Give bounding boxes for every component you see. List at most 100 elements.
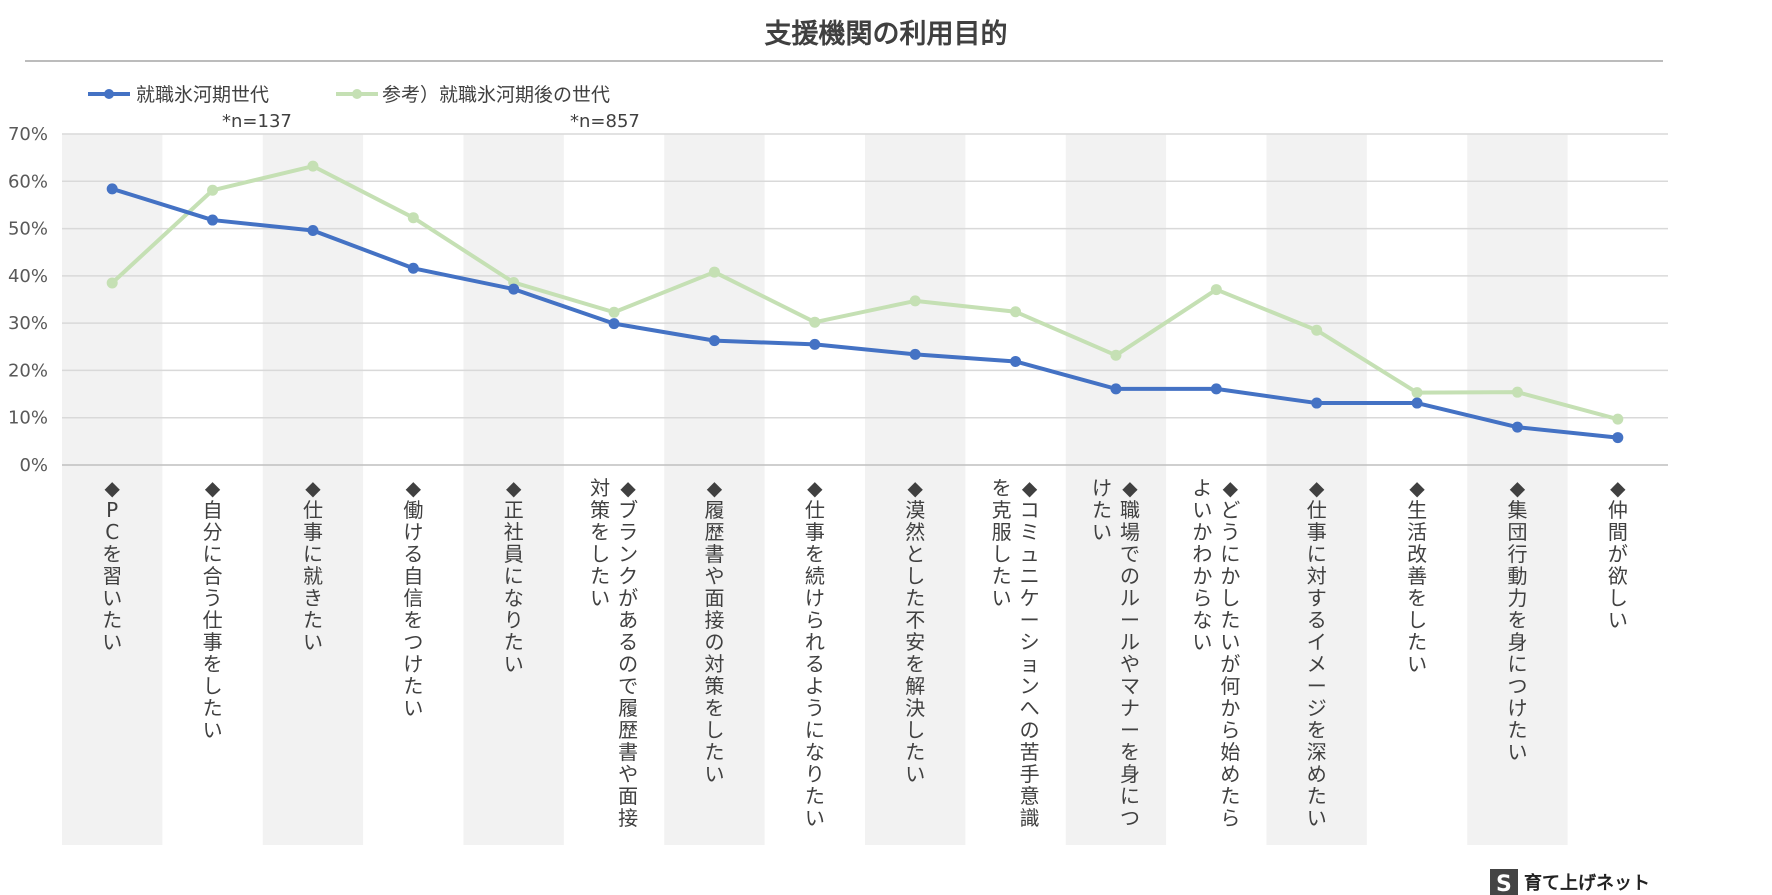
data-point-series-1 xyxy=(1010,355,1022,367)
category-label: ◆漠然とした不安を解決したい xyxy=(905,476,925,786)
category-label-line: ◆正社員になりたい xyxy=(504,476,524,676)
category-label-line: ◆どうにかしたいが何から始めたら xyxy=(1220,476,1240,830)
y-tick-label: 0% xyxy=(19,455,48,476)
category-label-line: ◆仲間が欲しい xyxy=(1608,476,1628,632)
y-tick-label: 40% xyxy=(8,266,48,287)
data-point-series-2 xyxy=(1612,413,1624,425)
category-label: ◆生活改善をしたい xyxy=(1407,476,1427,676)
data-point-series-1 xyxy=(1511,421,1523,433)
logo: S 育て上げネット xyxy=(1490,869,1650,895)
legend: 就職氷河期世代 *n=137 参考）就職氷河期後の世代 *n=857 xyxy=(88,84,640,132)
data-point-series-2 xyxy=(1210,284,1222,296)
data-point-series-2 xyxy=(207,184,219,196)
category-band xyxy=(463,134,564,845)
data-point-series-1 xyxy=(909,348,921,360)
category-band xyxy=(262,134,364,845)
category-label-line: ◆仕事に就きたい xyxy=(303,476,323,654)
logo-mark-box xyxy=(1490,869,1518,895)
data-point-series-1 xyxy=(1311,397,1323,409)
category-label: ◆仕事を続けられるようになりたい xyxy=(805,476,825,830)
data-point-series-1 xyxy=(1210,383,1222,395)
category-label-line: ◆仕事を続けられるようになりたい xyxy=(805,476,825,830)
category-label: ◆正社員になりたい xyxy=(504,476,524,676)
category-label-line: ◆集団行動力を身につけたい xyxy=(1507,476,1527,764)
category-label: ◆自分に合う仕事をしたい xyxy=(203,476,223,742)
data-point-series-1 xyxy=(407,262,419,274)
series-line-2 xyxy=(110,164,1619,422)
category-label-line: ◆コミュニケーションへの苦手意識 xyxy=(1020,476,1040,830)
category-label-line: よいかわからない xyxy=(1192,476,1212,654)
data-point-series-1 xyxy=(608,318,620,330)
data-point-series-2 xyxy=(106,277,118,289)
category-label-line: ◆ P C を習いたい xyxy=(102,476,122,654)
data-point-series-1 xyxy=(307,224,319,236)
data-point-series-2 xyxy=(307,160,319,172)
data-point-series-1 xyxy=(809,338,821,350)
category-band xyxy=(1065,134,1167,845)
category-label-line: ◆履歴書や面接の対策をしたい xyxy=(704,476,724,786)
data-point-series-2 xyxy=(407,212,419,224)
y-tick-label: 20% xyxy=(8,360,48,381)
data-point-series-1 xyxy=(1411,397,1423,409)
category-label: ◆仕事に対するイメージを深めたい xyxy=(1307,476,1327,830)
category-label: ◆履歴書や面接の対策をしたい xyxy=(704,476,724,786)
y-tick-label: 50% xyxy=(8,219,48,240)
data-point-series-2 xyxy=(708,266,720,278)
legend-swatch-marker-2 xyxy=(352,89,362,99)
category-label-line: けたい xyxy=(1092,476,1112,544)
category-label-line: ◆職場でのルールやマナーを身につ xyxy=(1120,476,1140,830)
legend-swatch-marker-1 xyxy=(104,89,114,99)
data-point-series-2 xyxy=(1511,386,1523,398)
y-tick-label: 10% xyxy=(8,408,48,429)
data-point-series-1 xyxy=(708,335,720,347)
gridlines xyxy=(62,133,1668,466)
category-labels: ◆ P C を習いたい ◆自分に合う仕事をしたい ◆仕事に就きたい ◆働ける自信をつけたい ◆… xyxy=(102,476,1628,830)
data-point-series-1 xyxy=(1110,383,1122,395)
data-point-series-1 xyxy=(508,283,520,295)
logo-mark: S xyxy=(1496,872,1512,895)
data-point-series-1 xyxy=(207,214,219,226)
category-label-line: を克服したい xyxy=(992,476,1012,610)
category-label: ◆仕事に就きたい xyxy=(303,476,323,654)
y-axis-ticks: 0% 10% 20% 30% 40% 50% 60% 70% xyxy=(8,124,48,476)
data-point-series-1 xyxy=(106,183,118,195)
legend-item-series-1: 就職氷河期世代 *n=137 xyxy=(88,84,292,132)
data-point-series-2 xyxy=(608,306,620,318)
data-point-series-2 xyxy=(1311,324,1323,336)
legend-label-2: 参考）就職氷河期後の世代 xyxy=(382,84,610,106)
y-tick-label: 60% xyxy=(8,171,48,192)
series-layer xyxy=(106,160,1624,444)
category-band xyxy=(1266,134,1367,845)
y-tick-label: 70% xyxy=(8,124,48,145)
legend-label-1: 就職氷河期世代 xyxy=(136,84,269,106)
data-point-series-1 xyxy=(1612,432,1624,444)
category-label-line: ◆自分に合う仕事をしたい xyxy=(203,476,223,742)
data-point-series-2 xyxy=(809,316,821,328)
category-label: ◆働ける自信をつけたい xyxy=(403,476,423,720)
legend-n-2: *n=857 xyxy=(570,111,640,132)
legend-item-series-2: 参考）就職氷河期後の世代 *n=857 xyxy=(336,84,640,132)
category-label: ◆ P C を習いたい xyxy=(102,476,122,654)
category-band xyxy=(664,134,765,845)
logo-text: 育て上げネット xyxy=(1524,872,1650,894)
series-line-1 xyxy=(111,186,1619,440)
category-label: ◆集団行動力を身につけたい xyxy=(1507,476,1527,764)
category-label-line: 対策をしたい xyxy=(590,476,610,610)
category-band xyxy=(865,134,966,845)
category-label-line: ◆働ける自信をつけたい xyxy=(403,476,423,720)
data-point-series-2 xyxy=(909,295,921,307)
category-label-line: ◆生活改善をしたい xyxy=(1407,476,1427,676)
legend-n-1: *n=137 xyxy=(222,111,292,132)
category-label-line: ◆仕事に対するイメージを深めたい xyxy=(1307,476,1327,830)
category-label-line: ◆漠然とした不安を解決したい xyxy=(905,476,925,786)
category-bands xyxy=(62,134,1568,845)
category-label-line: ◆ブランクがあるので履歴書や面接 xyxy=(618,476,638,830)
data-point-series-2 xyxy=(1411,387,1423,399)
data-point-series-2 xyxy=(1010,306,1022,318)
data-point-series-2 xyxy=(1110,349,1122,361)
